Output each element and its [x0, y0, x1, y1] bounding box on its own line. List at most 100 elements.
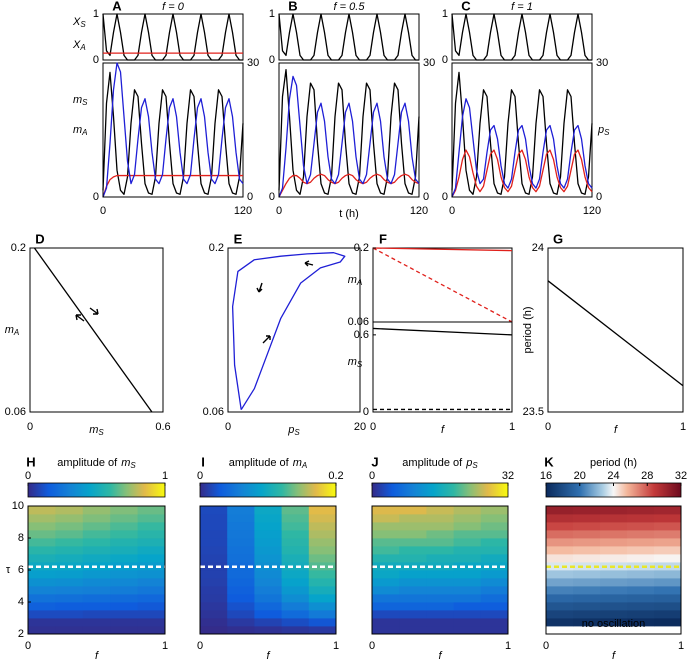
heatmap-cell — [573, 538, 601, 547]
heatmap-cell — [82, 610, 111, 619]
heatmap-cell — [654, 586, 682, 595]
heatmap-cell — [654, 618, 682, 627]
series-line — [102, 62, 244, 198]
axis-label: f — [266, 650, 270, 661]
heatmap-cell — [453, 522, 482, 531]
y-tick-label: 0.2 — [354, 242, 369, 254]
heatmap-cell — [137, 626, 166, 635]
axis-label: τ — [6, 564, 11, 576]
panel-label: B — [288, 0, 297, 13]
heatmap-cell — [372, 586, 400, 595]
heatmap-cell — [28, 522, 56, 531]
panel-title: f = 1 — [511, 1, 533, 13]
panel-label: G — [553, 231, 563, 246]
heatmap-cell — [110, 586, 138, 595]
y-tick-label: 24 — [532, 242, 544, 254]
heatmap-cell — [55, 514, 84, 523]
series-line — [278, 75, 420, 198]
heatmap-cell — [600, 554, 628, 563]
heatmap-cell — [308, 530, 337, 539]
heatmap-cell — [200, 594, 228, 603]
panel-label: C — [461, 0, 471, 13]
colorbar-tick-label: 0.2 — [328, 470, 343, 482]
heatmap-cell — [654, 506, 682, 515]
heatmap-cell — [28, 546, 56, 555]
heatmap-cell — [137, 538, 166, 547]
colorbar-tick-label: 32 — [675, 470, 687, 482]
heatmap-cell — [573, 618, 601, 627]
heatmap-cell — [308, 618, 337, 627]
heatmap-cell — [480, 522, 509, 531]
panel-label: I — [201, 454, 205, 469]
series-label: XA — [72, 39, 86, 52]
arrows — [75, 260, 314, 344]
colorbar-tick-label: 28 — [641, 470, 653, 482]
heatmap-cell — [426, 522, 454, 531]
panel-title: f = 0 — [162, 1, 185, 13]
heatmap-cell — [399, 506, 427, 515]
axis-label-part: p — [287, 424, 294, 436]
heatmap-cell — [82, 530, 111, 539]
colorbar-title: amplitude of pS — [402, 457, 478, 470]
axis-label: mA — [5, 324, 20, 337]
heatmap-cell — [55, 554, 84, 563]
heatmap-cell — [82, 570, 111, 579]
series-label-part: m — [73, 124, 82, 136]
heatmap-cell — [546, 554, 574, 563]
heatmap-cell — [372, 538, 400, 547]
colorbar-tick-label: 24 — [607, 470, 619, 482]
heatmap-cell — [453, 570, 482, 579]
colorbar-title: period (h) — [590, 457, 637, 469]
heatmap-cell — [281, 578, 310, 587]
heatmap-cell — [254, 506, 282, 515]
heatmap-cell — [28, 506, 56, 515]
y-tick-label: 6 — [18, 564, 24, 576]
series-line — [102, 71, 244, 195]
heatmap-cell — [28, 602, 56, 611]
series-line — [278, 69, 420, 195]
axis-label-part: m — [348, 356, 357, 368]
heatmap-cell — [372, 546, 400, 555]
heatmap-cell — [426, 610, 454, 619]
heatmap-cell — [480, 514, 509, 523]
heatmap-cell — [546, 586, 574, 595]
heatmap-cell — [227, 538, 255, 547]
heatmap-cell — [627, 570, 655, 579]
heatmap-cell — [654, 602, 682, 611]
heatmap-cell — [399, 594, 427, 603]
heatmap-cell — [308, 554, 337, 563]
heatmap-cell — [227, 554, 255, 563]
x-tick-label: 1 — [505, 640, 511, 652]
heatmap-cell — [399, 522, 427, 531]
heatmap-cell — [600, 514, 628, 523]
heatmap-cell — [28, 618, 56, 627]
heatmap-cell — [281, 554, 310, 563]
heatmap-cell — [426, 554, 454, 563]
heatmap-cell — [110, 506, 138, 515]
heatmap-cell — [426, 578, 454, 587]
heatmap-cell — [28, 586, 56, 595]
series-label: mA — [73, 124, 88, 137]
y-tick-label: 30 — [247, 57, 259, 69]
y-tick-label: 0 — [363, 406, 369, 418]
heatmap-cell — [200, 602, 228, 611]
heatmap-cell — [55, 602, 84, 611]
heatmap-cell — [480, 618, 509, 627]
heatmap-cell — [200, 514, 228, 523]
heatmap-cell — [453, 594, 482, 603]
y-tick-label: 10 — [12, 500, 24, 512]
heatmap-cell — [308, 610, 337, 619]
x-tick-label: 1 — [162, 640, 168, 652]
heatmap-cell — [137, 586, 166, 595]
x-tick-label: 0 — [449, 205, 455, 217]
heatmap-cell — [600, 538, 628, 547]
series-label-part: A — [81, 128, 87, 137]
heatmap-cell — [110, 594, 138, 603]
heatmap-cell — [372, 506, 400, 515]
heatmap-cell — [372, 626, 400, 635]
heatmap-cell — [399, 546, 427, 555]
heatmap-cell — [82, 586, 111, 595]
heatmap-cell — [82, 578, 111, 587]
x-tick-label: 120 — [583, 205, 601, 217]
